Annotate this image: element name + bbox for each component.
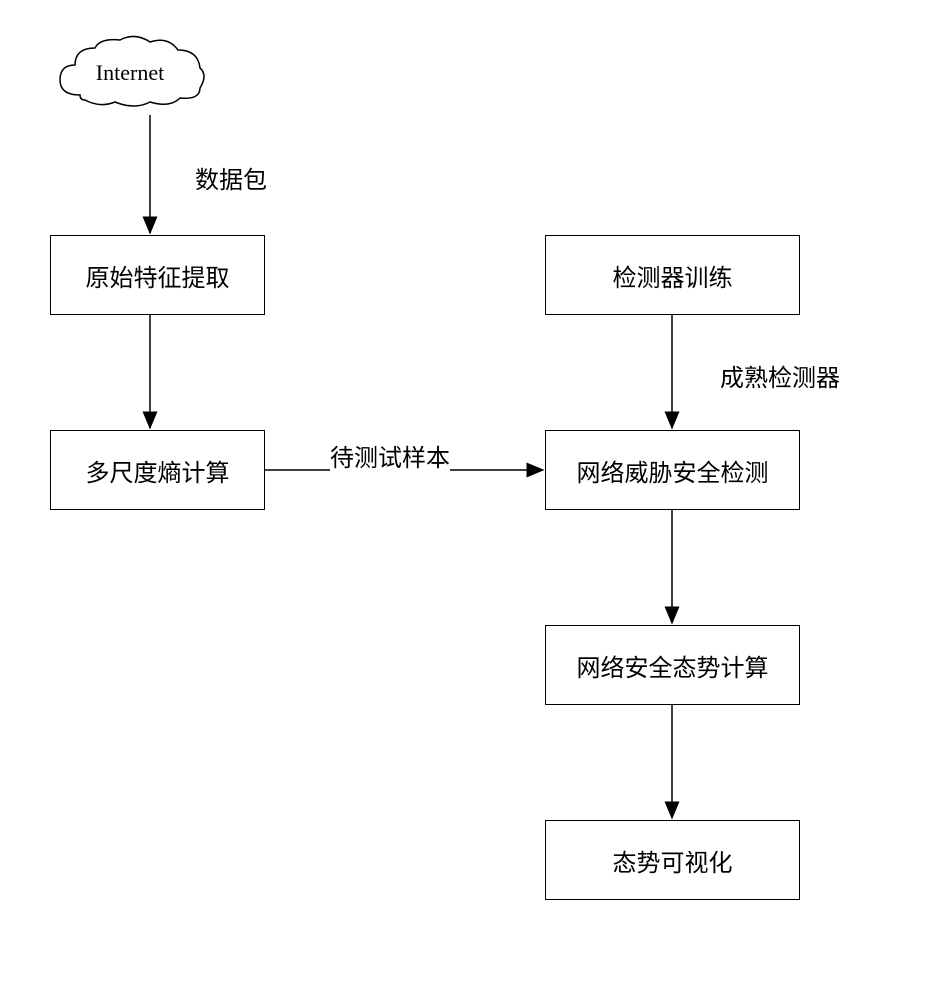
situation-calc-node: 网络安全态势计算 bbox=[545, 625, 800, 705]
flowchart-container: Internet 原始特征提取 多尺度熵计算 检测器训练 网络威胁安全检测 网络… bbox=[0, 0, 945, 1000]
edge-label-data-packet: 数据包 bbox=[195, 160, 267, 195]
entropy-calc-label: 多尺度熵计算 bbox=[86, 453, 230, 488]
entropy-calc-node: 多尺度熵计算 bbox=[50, 430, 265, 510]
visualization-label: 态势可视化 bbox=[613, 843, 733, 878]
visualization-node: 态势可视化 bbox=[545, 820, 800, 900]
situation-calc-label: 网络安全态势计算 bbox=[577, 648, 769, 683]
internet-cloud-node: Internet bbox=[50, 30, 210, 115]
threat-detection-node: 网络威胁安全检测 bbox=[545, 430, 800, 510]
feature-extraction-node: 原始特征提取 bbox=[50, 235, 265, 315]
edge-label-test-sample: 待测试样本 bbox=[330, 438, 450, 473]
threat-detection-label: 网络威胁安全检测 bbox=[577, 453, 769, 488]
internet-label: Internet bbox=[96, 60, 164, 86]
edge-label-mature-detector: 成熟检测器 bbox=[720, 358, 840, 393]
feature-extraction-label: 原始特征提取 bbox=[86, 258, 230, 293]
detector-training-label: 检测器训练 bbox=[613, 258, 733, 293]
detector-training-node: 检测器训练 bbox=[545, 235, 800, 315]
